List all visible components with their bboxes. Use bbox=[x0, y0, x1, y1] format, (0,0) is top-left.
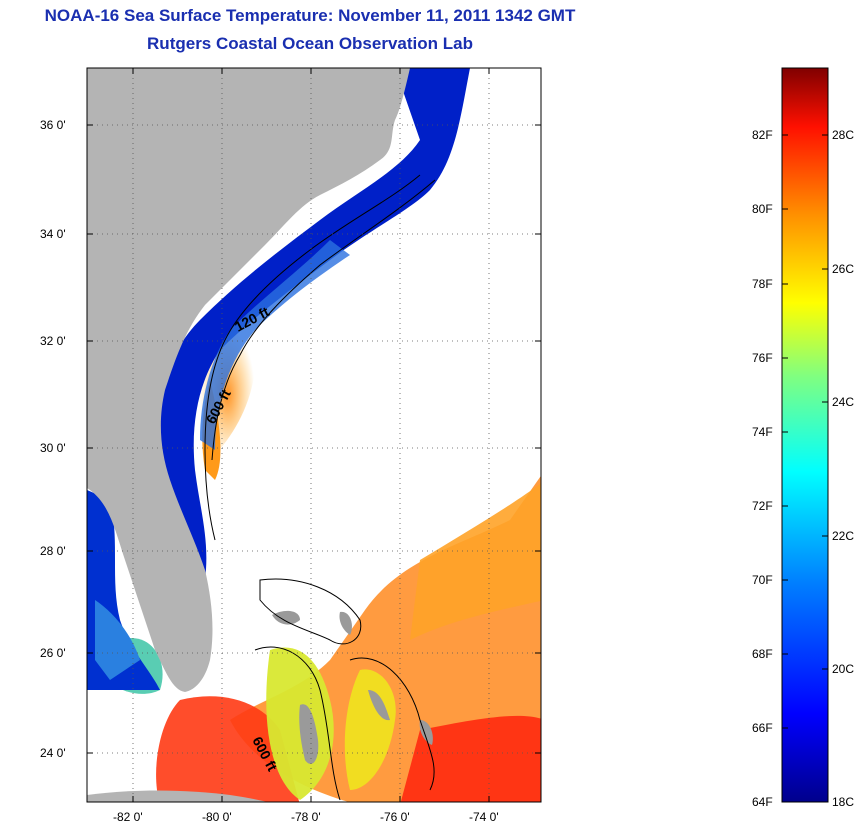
us-coastline-land bbox=[87, 68, 410, 692]
lon-label: -80 0' bbox=[202, 810, 232, 824]
colorbar-f-label: 82F bbox=[752, 128, 773, 142]
andros-island bbox=[299, 704, 319, 764]
colorbar-f-label: 80F bbox=[752, 202, 773, 216]
map-title: NOAA-16 Sea Surface Temperature: Novembe… bbox=[44, 6, 576, 25]
lat-label: 26 0' bbox=[40, 646, 66, 660]
lon-label: -76 0' bbox=[380, 810, 410, 824]
colorbar-f-label: 64F bbox=[752, 795, 773, 809]
colorbar-c-label: 26C bbox=[832, 262, 855, 276]
lat-label: 34 0' bbox=[40, 227, 66, 241]
colorbar-f-label: 74F bbox=[752, 425, 773, 439]
lat-label: 32 0' bbox=[40, 334, 66, 348]
lat-label: 36 0' bbox=[40, 118, 66, 132]
colorbar-f-label: 68F bbox=[752, 647, 773, 661]
lon-label: -74 0' bbox=[469, 810, 499, 824]
map-border bbox=[86, 67, 542, 803]
colorbar-c-label: 18C bbox=[832, 795, 855, 809]
colorbar-c-label: 24C bbox=[832, 395, 855, 409]
lat-label: 30 0' bbox=[40, 441, 66, 455]
lat-label: 24 0' bbox=[40, 746, 66, 760]
colorbar bbox=[781, 67, 829, 803]
colorbar-f-label: 72F bbox=[752, 499, 773, 513]
colorbar-c-label: 20C bbox=[832, 662, 855, 676]
lon-label: -78 0' bbox=[291, 810, 321, 824]
colorbar-f-label: 78F bbox=[752, 277, 773, 291]
map-subtitle: Rutgers Coastal Ocean Observation Lab bbox=[147, 34, 473, 53]
colorbar-f-label: 66F bbox=[752, 721, 773, 735]
colorbar-f-label: 76F bbox=[752, 351, 773, 365]
cuba-land bbox=[87, 790, 269, 802]
lat-label: 28 0' bbox=[40, 544, 66, 558]
colorbar-c-label: 22C bbox=[832, 529, 855, 543]
colorbar-c-label: 28C bbox=[832, 128, 855, 142]
colorbar-f-label: 70F bbox=[752, 573, 773, 587]
lon-label: -82 0' bbox=[113, 810, 143, 824]
